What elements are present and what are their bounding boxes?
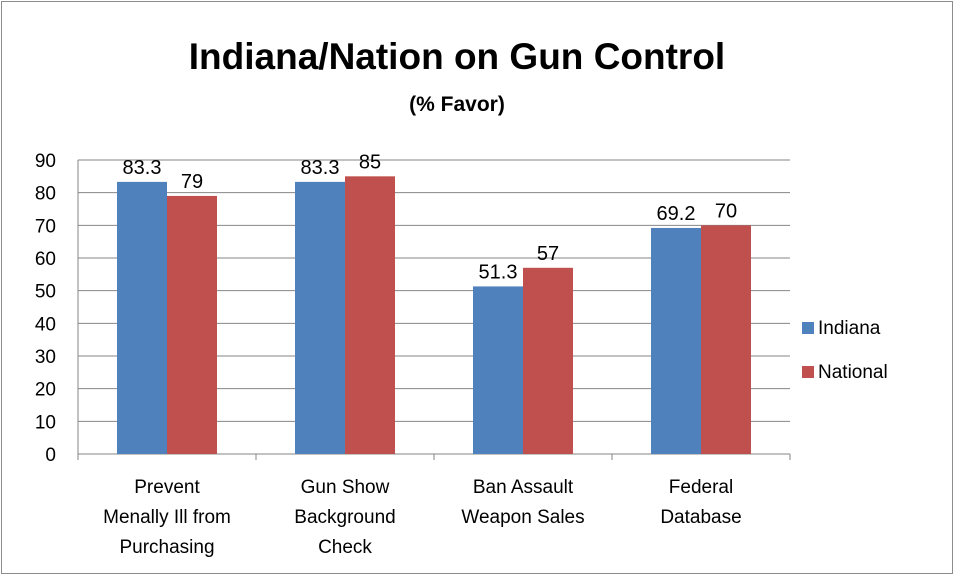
category-label: Gun Show Background Check <box>294 477 395 558</box>
data-label: 57 <box>537 243 559 265</box>
bar-indiana <box>473 286 523 454</box>
category-label: Federal Database <box>660 477 741 528</box>
legend-label-indiana: Indiana <box>818 318 881 339</box>
data-label: 85 <box>359 151 381 173</box>
data-label: 70 <box>715 200 737 222</box>
data-label: 69.2 <box>657 203 696 225</box>
bar-national <box>345 176 395 455</box>
y-tick-label: 90 <box>35 151 56 172</box>
bar-national <box>523 267 573 454</box>
bar-national <box>701 225 751 454</box>
bar-indiana <box>117 181 167 455</box>
data-label: 83.3 <box>123 157 162 179</box>
bar-national <box>167 195 217 454</box>
chart-title: Indiana/Nation on Gun Control <box>189 36 725 77</box>
data-label: 51.3 <box>479 261 518 283</box>
y-tick-label: 70 <box>35 216 56 237</box>
data-label: 83.3 <box>301 157 340 179</box>
legend-label-national: National <box>818 362 888 383</box>
category-label-line: Federal <box>669 477 733 498</box>
y-tick-label: 60 <box>35 249 56 270</box>
legend-swatch-indiana <box>802 322 814 334</box>
y-tick-label: 30 <box>35 347 56 368</box>
y-tick-label: 50 <box>35 282 56 303</box>
category-label-line: Gun Show <box>301 477 390 498</box>
bar-indiana <box>651 227 701 454</box>
category-label-line: Ban Assault <box>473 477 574 498</box>
y-tick-label: 20 <box>35 380 56 401</box>
y-tick-label: 10 <box>35 412 56 433</box>
category-label: Ban Assault Weapon Sales <box>461 477 584 528</box>
bar-indiana <box>295 181 345 455</box>
y-tick-label: 0 <box>45 445 56 466</box>
category-label-line: Database <box>660 507 741 528</box>
category-label-line: Weapon Sales <box>461 507 584 528</box>
category-label: Prevent Menally Ill from Purchasing <box>103 477 231 558</box>
legend-swatch-national <box>802 366 814 378</box>
y-tick-label: 40 <box>35 314 56 335</box>
data-label: 79 <box>181 171 203 193</box>
category-label-line: Prevent <box>134 477 200 498</box>
y-tick-label: 80 <box>35 184 56 205</box>
chart-subtitle: (% Favor) <box>409 93 505 116</box>
legend: Indiana National <box>802 318 888 383</box>
category-label-line: Background <box>294 507 395 528</box>
category-label-line: Menally Ill from <box>103 507 231 528</box>
category-label-line: Purchasing <box>119 537 214 558</box>
plot-area: 0 10 20 30 40 50 60 70 80 90 83.3 79 Prevent Menally … <box>35 151 791 558</box>
category-label-line: Check <box>318 537 372 558</box>
